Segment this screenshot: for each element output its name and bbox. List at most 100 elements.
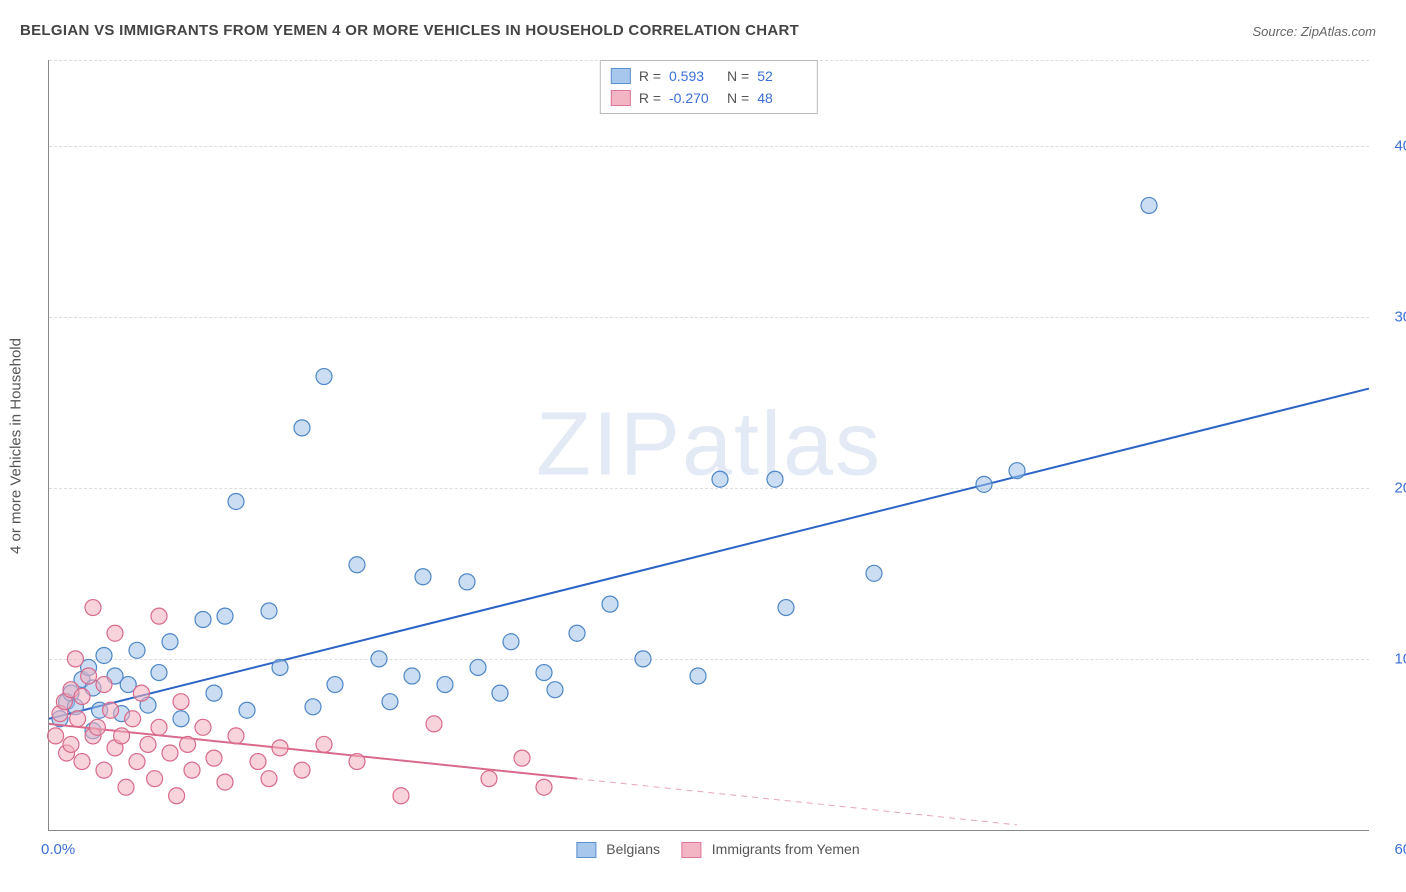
data-point [503, 634, 519, 650]
data-point [371, 651, 387, 667]
data-point [162, 745, 178, 761]
n-label: N = [727, 87, 749, 109]
data-point [778, 600, 794, 616]
data-point [173, 694, 189, 710]
n-value-0: 52 [757, 65, 807, 87]
data-point [140, 736, 156, 752]
data-point [85, 600, 101, 616]
data-point [228, 493, 244, 509]
legend-bottom-swatch-0 [576, 842, 596, 858]
data-point [393, 788, 409, 804]
data-point [481, 771, 497, 787]
legend-bottom-label-0: Belgians [606, 841, 660, 857]
data-point [866, 565, 882, 581]
x-tick-right: 60.0% [1394, 841, 1406, 858]
data-point [103, 702, 119, 718]
data-point [272, 740, 288, 756]
data-point [184, 762, 200, 778]
legend-swatch-0 [611, 68, 631, 84]
legend-top: R = 0.593 N = 52 R = -0.270 N = 48 [600, 60, 818, 114]
data-point [305, 699, 321, 715]
legend-swatch-1 [611, 90, 631, 106]
r-value-1: -0.270 [669, 87, 719, 109]
data-point [459, 574, 475, 590]
data-point [89, 719, 105, 735]
data-point [195, 719, 211, 735]
data-point [294, 420, 310, 436]
data-point [96, 677, 112, 693]
data-point [217, 608, 233, 624]
data-point [217, 774, 233, 790]
data-point [228, 728, 244, 744]
legend-bottom-swatch-1 [682, 842, 702, 858]
data-point [133, 685, 149, 701]
chart-title: BELGIAN VS IMMIGRANTS FROM YEMEN 4 OR MO… [20, 22, 799, 39]
data-point [767, 471, 783, 487]
data-point [294, 762, 310, 778]
data-point [316, 736, 332, 752]
data-point [1141, 197, 1157, 213]
data-point [316, 369, 332, 385]
data-point [195, 612, 211, 628]
data-point [63, 736, 79, 752]
data-point [547, 682, 563, 698]
y-tick: 40.0% [1377, 137, 1406, 154]
data-point [492, 685, 508, 701]
data-point [151, 608, 167, 624]
y-tick: 20.0% [1377, 479, 1406, 496]
data-point [415, 569, 431, 585]
data-point [129, 642, 145, 658]
data-point [67, 651, 83, 667]
data-point [151, 665, 167, 681]
data-point [382, 694, 398, 710]
y-tick: 10.0% [1377, 650, 1406, 667]
data-point [118, 779, 134, 795]
legend-row-1: R = -0.270 N = 48 [611, 87, 807, 109]
trend-line [49, 389, 1369, 719]
plot-area: ZIPatlas 10.0%20.0%30.0%40.0% R = 0.593 … [48, 60, 1369, 831]
y-axis-label: 4 or more Vehicles in Household [8, 338, 25, 554]
data-point [514, 750, 530, 766]
y-tick: 30.0% [1377, 308, 1406, 325]
data-point [180, 736, 196, 752]
data-point [239, 702, 255, 718]
data-point [173, 711, 189, 727]
data-point [536, 665, 552, 681]
data-point [151, 719, 167, 735]
r-value-0: 0.593 [669, 65, 719, 87]
data-point [272, 659, 288, 675]
data-point [107, 625, 123, 641]
chart-svg [49, 60, 1369, 830]
data-point [635, 651, 651, 667]
n-label: N = [727, 65, 749, 87]
data-point [602, 596, 618, 612]
data-point [470, 659, 486, 675]
data-point [712, 471, 728, 487]
data-point [426, 716, 442, 732]
r-label: R = [639, 65, 661, 87]
data-point [147, 771, 163, 787]
data-point [162, 634, 178, 650]
data-point [169, 788, 185, 804]
data-point [250, 754, 266, 770]
data-point [437, 677, 453, 693]
data-point [327, 677, 343, 693]
n-value-1: 48 [757, 87, 807, 109]
data-point [536, 779, 552, 795]
data-point [114, 728, 130, 744]
data-point [976, 476, 992, 492]
legend-row-0: R = 0.593 N = 52 [611, 65, 807, 87]
data-point [74, 754, 90, 770]
data-point [125, 711, 141, 727]
legend-bottom-label-1: Immigrants from Yemen [712, 841, 860, 857]
data-point [261, 603, 277, 619]
data-point [206, 750, 222, 766]
legend-bottom: Belgians Immigrants from Yemen [558, 841, 859, 858]
data-point [404, 668, 420, 684]
data-point [70, 711, 86, 727]
trend-line-ext [577, 779, 1017, 825]
data-point [349, 557, 365, 573]
data-point [129, 754, 145, 770]
r-label: R = [639, 87, 661, 109]
data-point [48, 728, 64, 744]
